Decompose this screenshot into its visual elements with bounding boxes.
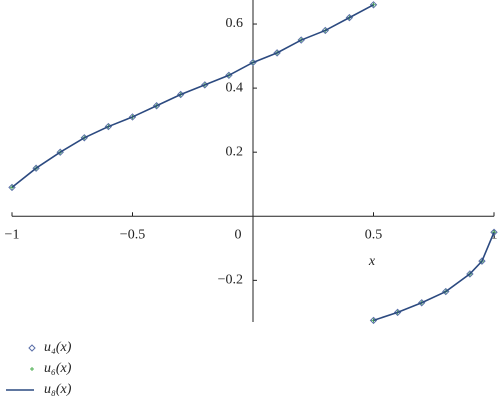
y-tick-label: 0.2 [226, 144, 244, 159]
legend-label: u₈(x) [44, 382, 72, 397]
y-tick-label: 0.4 [226, 80, 244, 95]
x-tick-label: 0.5 [365, 227, 383, 242]
y-tick-label: 0.6 [226, 16, 244, 31]
diamond-marker [369, 1, 378, 9]
legend-label: u₄(x) [44, 340, 72, 355]
legend-label: u₆(x) [44, 361, 72, 376]
y-tick-label: −0.2 [218, 273, 243, 288]
diamond-marker [478, 257, 486, 265]
legend-marker [30, 367, 34, 371]
x-tick-label: −0.5 [120, 227, 145, 242]
series-line [11, 4, 495, 322]
diamond-marker [490, 228, 498, 236]
legend-marker [28, 344, 36, 352]
plus-marker [10, 185, 14, 190]
x-axis-label: x [368, 254, 376, 269]
x-tick-label: −1 [5, 227, 20, 242]
x-tick-label: 0 [235, 227, 242, 242]
